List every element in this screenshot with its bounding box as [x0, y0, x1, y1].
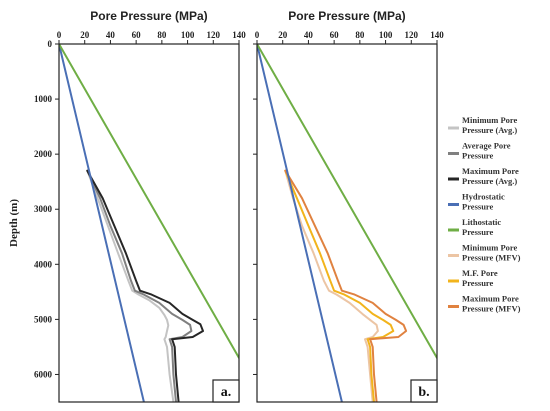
plot-frame [58, 43, 240, 403]
x-tick-label: 0 [57, 30, 62, 40]
y-tick-label: 3000 [34, 204, 53, 214]
legend-label: Minimum Pore [462, 115, 518, 125]
legend-label: Average Pore [462, 141, 511, 151]
x-tick-label: 100 [181, 30, 195, 40]
legend-label: Pressure (Avg.) [462, 125, 517, 135]
plot-frame [256, 43, 438, 403]
legend-label: Pressure [462, 202, 494, 212]
panel-label-box [212, 379, 240, 403]
x-tick-label: 120 [207, 30, 221, 40]
series-line-minimum-pore-pressure-avg [86, 169, 175, 402]
legend-label: Pressure (MFV) [462, 253, 521, 263]
legend-label: Lithostatic [462, 217, 501, 227]
series-line-average-pore-pressure [86, 169, 193, 402]
y-tick-label: 5000 [34, 314, 53, 324]
legend-label: Pressure [462, 227, 494, 237]
y-tick-label: 2000 [34, 149, 53, 159]
series-line-hydrostatic-pressure [257, 44, 343, 402]
x-tick-label: 80 [157, 30, 167, 40]
chart-title: Pore Pressure (MPa) [90, 9, 207, 23]
y-tick-label: 4000 [34, 259, 53, 269]
series-line-hydrostatic-pressure [59, 44, 145, 402]
series-line-lithostatic-pressure [257, 44, 437, 359]
chart-panel-b: Pore Pressure (MPa) 0 20 40 60 80 100 120 140 b. [253, 9, 444, 403]
series-line-maximum-pore-pressure-avg [86, 169, 204, 402]
x-tick-label: 0 [255, 30, 260, 40]
series-group [257, 44, 437, 402]
panel-label: b. [418, 385, 429, 400]
series-line-lithostatic-pressure [59, 44, 239, 359]
legend-label: Maximum Pore [462, 166, 519, 176]
panel-label: a. [221, 385, 232, 400]
x-tick-label: 40 [106, 30, 116, 40]
y-tick-label: 6000 [34, 369, 53, 379]
legend-label: Pressure [462, 278, 494, 288]
x-tick-label: 140 [232, 30, 246, 40]
legend-label: M.F. Pore [462, 268, 498, 278]
legend-label: Pressure (MFV) [462, 304, 521, 314]
x-tick-label: 20 [278, 30, 288, 40]
x-tick-label: 80 [355, 30, 365, 40]
series-line-m-f-pore-pressure [284, 169, 395, 402]
x-tick-label: 60 [330, 30, 340, 40]
legend-label: Maximum Pore [462, 294, 519, 304]
legend-label: Hydrostatic [462, 192, 505, 202]
series-line-maximum-pore-pressure-mfv [284, 169, 408, 402]
x-tick-label: 20 [80, 30, 90, 40]
legend-label: Minimum Pore [462, 243, 518, 253]
chart-panel-a: Pore Pressure (MPa) 0 20 40 60 80 100 120 140 0 10… [8, 9, 246, 403]
x-tick-label: 140 [430, 30, 444, 40]
y-tick-label: 1000 [34, 94, 53, 104]
chart-title: Pore Pressure (MPa) [288, 9, 405, 23]
y-axis-label: Depth (m) [8, 199, 20, 247]
legend-label: Pressure [462, 151, 494, 161]
legend-label: Pressure (Avg.) [462, 176, 517, 186]
x-tick-label: 120 [405, 30, 419, 40]
y-tick-label: 0 [48, 39, 53, 49]
x-tick-label: 100 [379, 30, 393, 40]
series-line-minimum-pore-pressure-mfv [284, 169, 379, 402]
panel-label-box [410, 379, 438, 403]
series-group [59, 44, 239, 402]
x-tick-label: 40 [304, 30, 314, 40]
x-tick-label: 60 [132, 30, 142, 40]
